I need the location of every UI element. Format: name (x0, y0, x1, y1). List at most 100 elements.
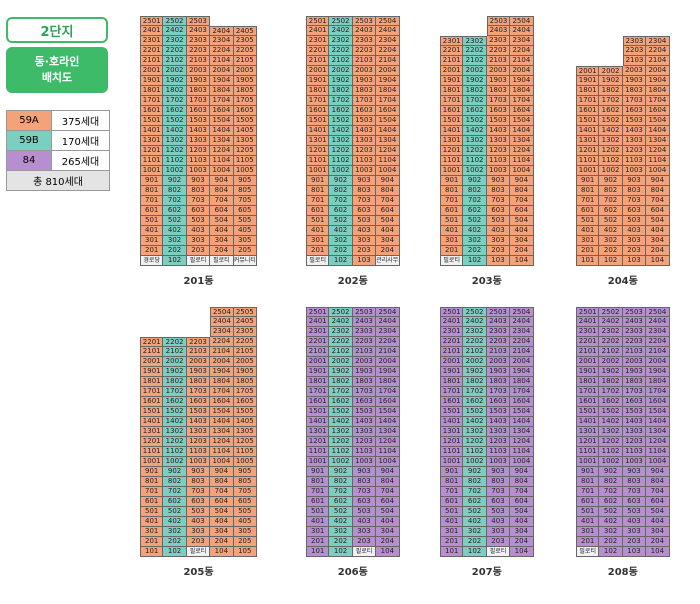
unit-cell: 1103 (352, 447, 377, 457)
unit-cell: 2504 (510, 16, 534, 26)
unit-cell: 1001 (576, 457, 600, 467)
unit-cell: 1404 (510, 126, 534, 136)
unit-cell: 2204 (376, 337, 400, 347)
unit-cell: 704 (510, 487, 534, 497)
unit-cell: 1304 (376, 427, 400, 437)
unit-cell: 2002 (329, 66, 353, 76)
unit-cell: 2203 (352, 46, 377, 56)
unit-cell: 1702 (329, 96, 353, 106)
ground-floor-cell: 104 (510, 256, 534, 266)
unit-cell: 1904 (376, 367, 400, 377)
unit-cell: 901 (440, 176, 464, 186)
unit-cell: 701 (440, 487, 464, 497)
unit-cell: 203 (352, 537, 377, 547)
unit-cell: 903 (486, 467, 511, 477)
unit-cell: 1403 (352, 126, 377, 136)
unit-cell: 1504 (376, 116, 400, 126)
unit-cell: 2501 (440, 307, 464, 317)
unit-cell: 203 (622, 537, 647, 547)
unit-cell: 903 (352, 467, 377, 477)
unit-cell: 1701 (306, 387, 330, 397)
unit-cell: 1203 (186, 146, 211, 156)
unit-cell: 1003 (486, 166, 511, 176)
unit-cell: 702 (329, 196, 353, 206)
unit-cell: 303 (622, 527, 647, 537)
unit-cell: 2101 (576, 347, 600, 357)
unit-cell: 2504 (376, 307, 400, 317)
unit-cell: 2305 (233, 327, 257, 337)
unit-cell: 503 (486, 507, 511, 517)
unit-cell: 1504 (376, 407, 400, 417)
unit-cell: 2403 (352, 26, 377, 36)
unit-cell: 1704 (510, 96, 534, 106)
unit-cell: 302 (463, 236, 487, 246)
unit-cell: 302 (463, 527, 487, 537)
unit-cell: 1901 (306, 76, 330, 86)
unit-cell: 1402 (163, 417, 187, 427)
unit-cell: 204 (510, 537, 534, 547)
unit-cell: 1303 (622, 136, 647, 146)
unit-cell: 1202 (329, 146, 353, 156)
unit-cell: 2302 (329, 36, 353, 46)
unit-cell: 1002 (463, 457, 487, 467)
unit-cell: 2101 (440, 56, 464, 66)
unit-cell: 2001 (576, 66, 600, 76)
unit-cell: 1802 (163, 86, 187, 96)
unit-cell: 802 (329, 186, 353, 196)
unit-cell: 1404 (510, 417, 534, 427)
unit-cell: 1804 (510, 86, 534, 96)
unit-cell: 1802 (599, 377, 623, 387)
unit-cell: 1404 (376, 417, 400, 427)
unit-cell: 2503 (186, 16, 211, 26)
unit-cell: 2503 (352, 307, 377, 317)
unit-cell: 1404 (376, 126, 400, 136)
unit-cell: 1202 (163, 146, 187, 156)
unit-cell: 2502 (329, 16, 353, 26)
unit-cell: 2504 (646, 307, 670, 317)
unit-cell: 802 (463, 477, 487, 487)
ground-floor-cell: 101 (440, 547, 464, 557)
unit-cell: 604 (510, 497, 534, 507)
building-grid: 2501 2401 2301 2201 2101 2001 1901 1801 1701 1601… (576, 307, 670, 567)
unit-cell: 1801 (440, 86, 464, 96)
unit-cell: 902 (463, 176, 487, 186)
unit-cell: 603 (486, 497, 511, 507)
unit-cell: 404 (210, 226, 234, 236)
unit-cell: 501 (140, 216, 164, 226)
unit-cell: 201 (440, 537, 464, 547)
unit-cell: 904 (510, 176, 534, 186)
unit-cell: 1504 (510, 116, 534, 126)
unit-cell: 1304 (646, 136, 670, 146)
unit-cell: 702 (163, 487, 187, 497)
unit-cell: 401 (306, 517, 330, 527)
unit-cell: 2404 (376, 317, 400, 327)
layout-subtitle: 동·호라인 배치도 (6, 47, 108, 93)
unit-cell: 1001 (306, 166, 330, 176)
unit-cell: 1801 (140, 377, 164, 387)
unit-cell: 604 (376, 206, 400, 216)
unit-cell: 905 (233, 467, 257, 477)
unit-cell: 1904 (510, 76, 534, 86)
unit-cell: 505 (233, 507, 257, 517)
unit-cell: 1202 (599, 437, 623, 447)
unit-cell: 1305 (233, 427, 257, 437)
unit-cell: 1301 (440, 136, 464, 146)
unit-cell: 1004 (510, 457, 534, 467)
ground-floor-cell: 경로당 (140, 256, 164, 266)
unit-cell: 202 (163, 537, 187, 547)
unit-cell: 1103 (186, 156, 211, 166)
unit-cell: 404 (376, 226, 400, 236)
unit-cell: 1304 (646, 427, 670, 437)
unit-cell: 1701 (576, 96, 600, 106)
unit-cell: 802 (163, 477, 187, 487)
unit-cell: 2302 (329, 327, 353, 337)
unit-cell: 2003 (352, 357, 377, 367)
unit-cell: 805 (233, 477, 257, 487)
ground-floor-cell: 102 (329, 547, 353, 557)
unit-cell: 1903 (352, 76, 377, 86)
unit-cell: 1602 (329, 106, 353, 116)
unit-cell: 2004 (376, 66, 400, 76)
unit-cell: 1004 (510, 166, 534, 176)
unit-cell: 1002 (329, 457, 353, 467)
unit-cell: 2204 (210, 337, 234, 347)
